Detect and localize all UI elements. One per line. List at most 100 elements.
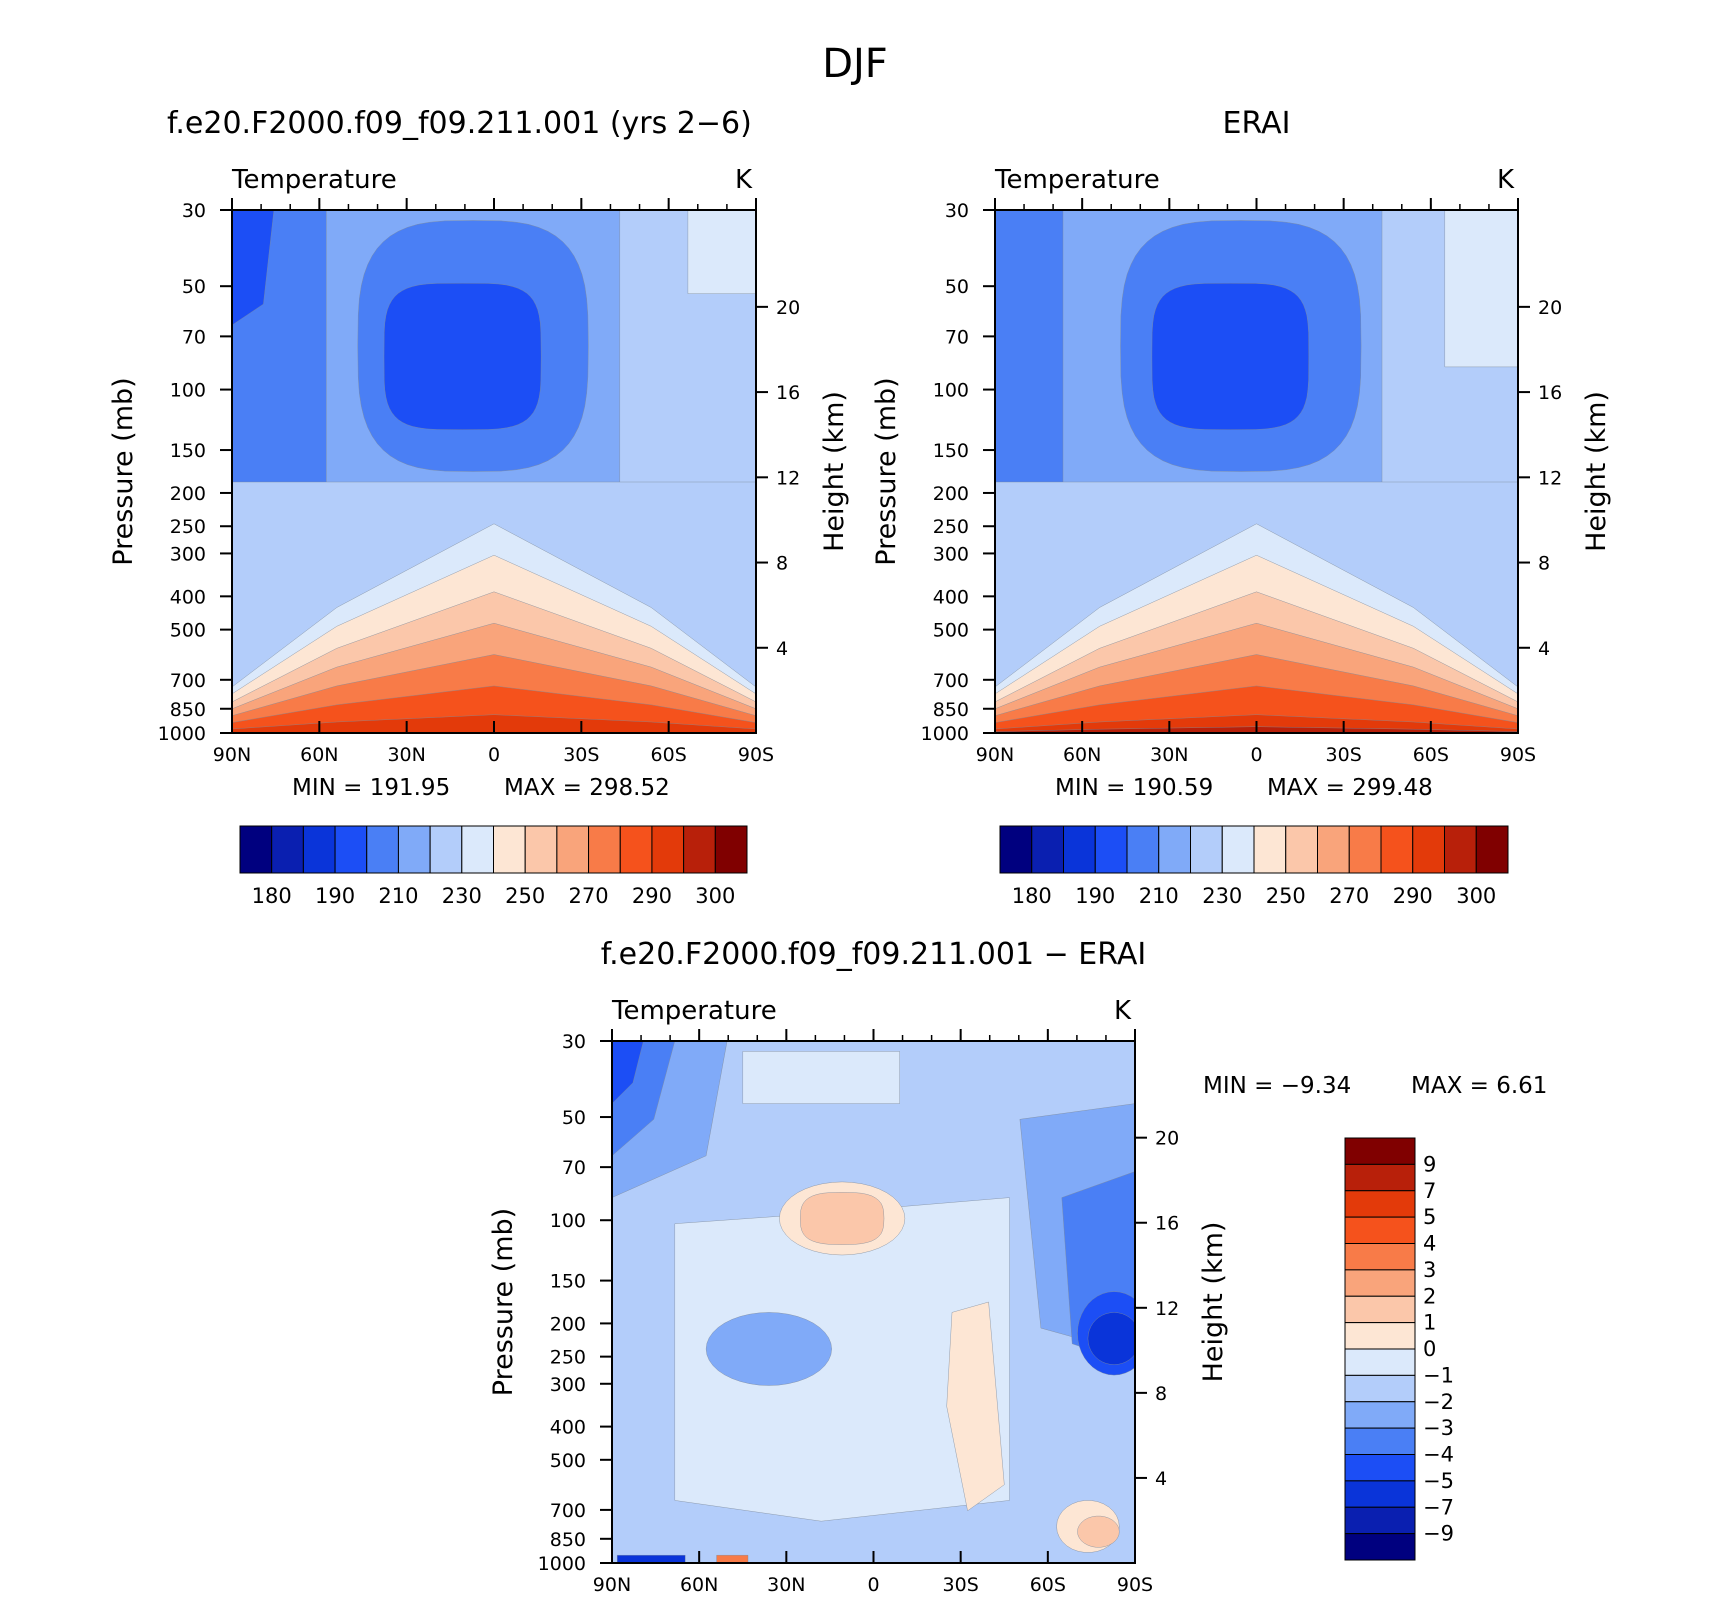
colorbar-swatch (1475, 825, 1509, 874)
colorbar-label: −4 (1423, 1443, 1454, 1467)
y-axis-label: Pressure (mb) (871, 377, 902, 565)
panel-title: ERAI (1223, 106, 1291, 141)
y-tick-label: 250 (550, 1347, 586, 1369)
colorbar-swatch (619, 825, 653, 874)
y-tick-label: 100 (933, 380, 969, 402)
colorbar-label: 250 (1266, 884, 1306, 908)
contour-field (995, 210, 1518, 733)
y-tick-label: 70 (562, 1157, 586, 1179)
colorbar-label: −9 (1423, 1522, 1454, 1546)
x-tick-label: 90S (1500, 744, 1536, 766)
contour-region-10 (1087, 1312, 1135, 1365)
colorbar-label: 3 (1423, 1258, 1436, 1282)
contour-region-16 (617, 1554, 686, 1563)
y-tick-label: 200 (933, 483, 969, 505)
x-tick-label: 0 (1250, 744, 1262, 766)
y-tick-label: 100 (170, 380, 206, 402)
colorbar: 180 190 210 230 250 270 290 300 (239, 825, 748, 908)
min-label: MIN = 191.95 (292, 775, 450, 801)
colorbar-swatch (366, 825, 399, 874)
colorbar-swatch (239, 825, 273, 874)
colorbar-label: 180 (1012, 884, 1052, 908)
colorbar-swatch (1344, 1454, 1416, 1482)
colorbar: 180 190 210 230 250 270 290 300 (999, 825, 1509, 908)
colorbar-label: 210 (1139, 884, 1179, 908)
x-tick-label: 30S (943, 1574, 979, 1596)
min-label: MIN = −9.34 (1203, 1073, 1351, 1099)
colorbar-label: 300 (695, 884, 735, 908)
max-label: MAX = 6.61 (1411, 1073, 1547, 1099)
max-label: MAX = 299.48 (1267, 775, 1433, 801)
variable-label: Temperature (231, 165, 397, 195)
colorbar-swatch (1344, 1506, 1416, 1535)
y-tick-label: 400 (550, 1417, 586, 1439)
right-axis-label: Height (km) (1581, 391, 1612, 552)
x-tick-label: 30S (563, 744, 599, 766)
max-label: MAX = 298.52 (504, 775, 670, 801)
y-tick-label: 400 (170, 586, 206, 608)
colorbar-swatch (1317, 825, 1350, 874)
panel-1: f.e20.F2000.f09_f09.211.001 (yrs 2−6) Tem… (108, 106, 850, 908)
colorbar-swatch (1348, 825, 1382, 874)
height-tick-label: 20 (1538, 297, 1562, 319)
colorbar-swatch (524, 825, 558, 874)
contour-region-2 (742, 1051, 900, 1104)
contour-field (612, 1041, 1135, 1563)
contour-region-6 (612, 1041, 644, 1104)
figure-title: DJF (822, 41, 888, 87)
height-tick-label: 16 (1538, 382, 1562, 404)
contour-region-14 (383, 283, 542, 430)
right-axis-label: Height (km) (819, 391, 850, 552)
height-tick-label: 12 (776, 467, 800, 489)
contour-region-15 (1077, 1515, 1120, 1548)
height-tick-label: 4 (1538, 638, 1550, 660)
colorbar-label: 0 (1423, 1337, 1436, 1361)
y-tick-label: 850 (170, 699, 206, 721)
height-tick-label: 8 (776, 553, 788, 575)
colorbar-label: −3 (1423, 1416, 1454, 1440)
x-tick-label: 30N (1150, 744, 1188, 766)
panel-title: f.e20.F2000.f09_f09.211.001 (yrs 2−6) (167, 106, 752, 141)
x-tick-label: 30N (387, 744, 425, 766)
colorbar-swatch (1344, 1163, 1416, 1192)
colorbar-swatch (1031, 825, 1064, 874)
colorbar-swatch (1344, 1533, 1416, 1561)
colorbar-label: 180 (252, 884, 292, 908)
units-label: K (1114, 996, 1132, 1026)
right-axis-label: Height (km) (1198, 1222, 1229, 1383)
y-tick-label: 50 (945, 276, 969, 298)
y-tick-label: 700 (170, 670, 206, 692)
y-tick-label: 1000 (921, 723, 969, 745)
y-tick-label: 1000 (158, 723, 206, 745)
y-tick-label: 30 (562, 1031, 586, 1053)
height-tick-label: 12 (1538, 467, 1562, 489)
colorbar-swatch (714, 825, 748, 874)
colorbar-swatch (334, 825, 368, 874)
colorbar-label: 5 (1423, 1205, 1436, 1229)
colorbar-label: −2 (1423, 1390, 1454, 1414)
colorbar-swatch (1344, 1243, 1416, 1271)
height-tick-label: 16 (1155, 1213, 1179, 1235)
contour-region-14 (1151, 283, 1310, 430)
panel-2: ERAI Temperature K 90N 60N 30N 0 30S 60S 90S 30 50 7… (871, 106, 1612, 908)
y-tick-label: 150 (933, 440, 969, 462)
colorbar-swatch (1344, 1137, 1416, 1165)
colorbar-swatch (1344, 1269, 1416, 1297)
colorbar-swatch (461, 825, 494, 874)
x-tick-label: 90S (738, 744, 774, 766)
contour-field (232, 210, 756, 733)
colorbar-swatch (1344, 1190, 1416, 1218)
colorbar-swatch (1094, 825, 1128, 874)
height-tick-label: 12 (1155, 1298, 1179, 1320)
colorbar-swatch (1344, 1216, 1416, 1244)
y-tick-label: 400 (933, 586, 969, 608)
colorbar-label: 250 (505, 884, 545, 908)
colorbar-label: −1 (1423, 1363, 1454, 1387)
colorbar-swatch (1444, 825, 1477, 874)
colorbar-label: −5 (1423, 1469, 1454, 1493)
y-tick-label: 30 (182, 200, 206, 222)
colorbar-swatch (651, 825, 685, 874)
colorbar-label: 230 (1202, 884, 1242, 908)
y-tick-label: 500 (933, 620, 969, 642)
